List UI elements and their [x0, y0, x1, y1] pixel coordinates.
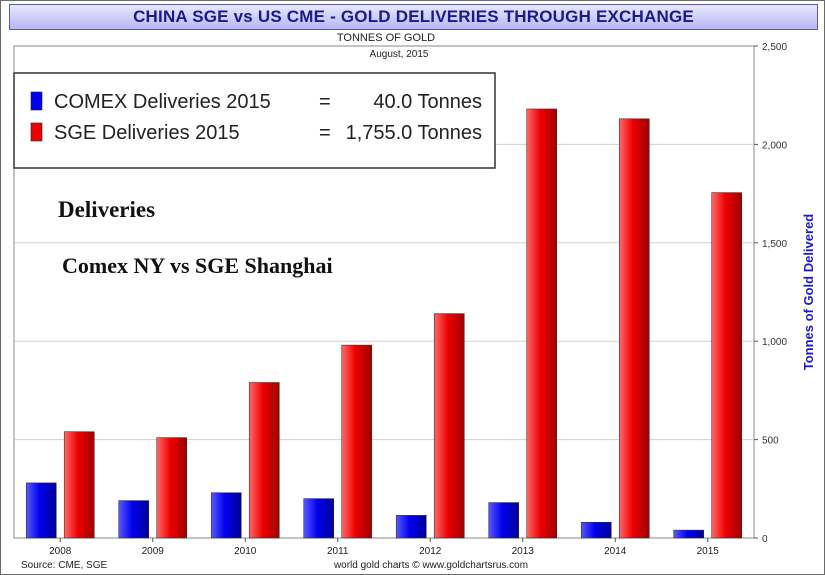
y-axis-title: Tonnes of Gold Delivered	[801, 214, 816, 371]
comex-bar-2011	[303, 498, 335, 539]
legend-swatch	[30, 91, 43, 111]
legend-equals: =	[319, 91, 331, 113]
y-tick-label: 0	[762, 534, 768, 545]
comex-bar-2010	[210, 492, 242, 539]
y-tick-label: 2,000	[762, 140, 787, 151]
sge-bar-2010	[248, 382, 280, 539]
sge-bar-2015	[711, 192, 743, 539]
x-tick-label: 2012	[419, 546, 442, 557]
annotation-comparison: Comex NY vs SGE Shanghai	[62, 253, 333, 278]
sge-bar-2012	[433, 313, 465, 539]
comex-bar-2015	[673, 529, 705, 539]
y-tick-label: 2,500	[762, 42, 787, 53]
legend-label: COMEX Deliveries 2015	[54, 91, 271, 113]
legend-equals: =	[319, 122, 331, 144]
x-tick-label: 2011	[327, 546, 349, 557]
comex-bar-2013	[488, 502, 520, 539]
y-tick-label: 500	[762, 436, 779, 447]
comex-bar-2009	[118, 500, 150, 539]
x-tick-label: 2014	[604, 546, 627, 557]
sge-bar-2014	[618, 118, 650, 539]
chart-title: CHINA SGE vs US CME - GOLD DELIVERIES TH…	[9, 4, 818, 30]
legend-value: 40.0 Tonnes	[373, 91, 482, 113]
comex-bar-2012	[395, 515, 427, 539]
sge-bar-2013	[526, 108, 558, 539]
legend-box	[13, 72, 496, 169]
annotation-deliveries: Deliveries	[58, 197, 155, 222]
sge-bar-2011	[341, 344, 373, 539]
x-tick-label: 2009	[142, 546, 165, 557]
x-tick-label: 2013	[512, 546, 535, 557]
x-tick-label: 2010	[234, 546, 257, 557]
source-note: Source: CME, SGE	[21, 560, 107, 571]
sge-bar-2009	[156, 437, 188, 539]
x-tick-label: 2008	[49, 546, 72, 557]
sge-bar-2008	[63, 431, 95, 539]
comex-bar-2008	[25, 482, 57, 539]
chart-date: August, 2015	[370, 49, 429, 60]
y-tick-label: 1,500	[762, 239, 787, 250]
legend-swatch	[30, 122, 43, 142]
comex-bar-2014	[580, 521, 612, 539]
legend-label: SGE Deliveries 2015	[54, 122, 240, 144]
y-tick-label: 1,000	[762, 337, 787, 348]
chart-subtitle: TONNES OF GOLD	[337, 32, 435, 44]
legend-value: 1,755.0 Tonnes	[346, 122, 482, 144]
credit-note: world gold charts © www.goldchartsrus.co…	[333, 560, 528, 571]
x-tick-label: 2015	[697, 546, 720, 557]
